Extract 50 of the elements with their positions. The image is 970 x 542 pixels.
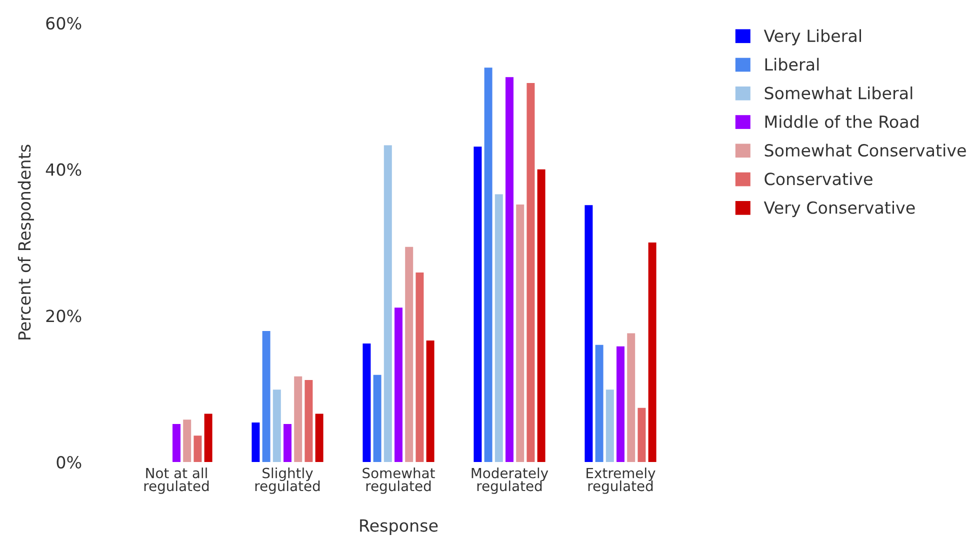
- bar: [194, 436, 202, 462]
- bar: [606, 390, 614, 462]
- x-tick-label: Not at all regulated: [144, 468, 209, 494]
- bar: [416, 272, 424, 462]
- legend-label: Middle of the Road: [765, 115, 918, 128]
- bar: [638, 408, 646, 462]
- bar: [516, 204, 524, 462]
- y-tick-label: 60%: [46, 16, 82, 30]
- bar: [284, 424, 292, 462]
- bar: [537, 169, 546, 462]
- x-axis-title: Response: [360, 519, 438, 536]
- bar: [484, 68, 492, 462]
- bar: [304, 380, 313, 462]
- bar: [595, 344, 604, 462]
- legend-label: Somewhat Conservative: [764, 144, 966, 157]
- bar: [384, 145, 392, 462]
- y-tick-label: 0%: [56, 456, 82, 469]
- bar: [294, 376, 302, 462]
- bar: [526, 82, 535, 462]
- bar: [494, 194, 503, 462]
- bar: [172, 424, 180, 462]
- bar: [474, 146, 482, 462]
- bar: [426, 340, 434, 462]
- bar: [584, 205, 593, 462]
- legend-label: Very Liberal: [764, 29, 861, 46]
- bar: [204, 414, 212, 462]
- y-axis-title: Percent of Respondents: [18, 144, 34, 340]
- bar: [252, 422, 260, 462]
- legend-label: Liberal: [765, 58, 819, 71]
- legend-label: Somewhat Liberal: [764, 86, 912, 100]
- x-tick-label: Moderately regulated: [472, 468, 548, 494]
- bar: [262, 331, 270, 462]
- bar: [373, 374, 382, 462]
- y-tick-label: 40%: [46, 163, 82, 176]
- y-tick-label: 20%: [46, 310, 82, 322]
- bar: [627, 333, 636, 462]
- bar: [394, 308, 402, 462]
- legend-label: Conservative: [764, 172, 872, 186]
- bar: [362, 343, 371, 462]
- bar: [315, 414, 324, 462]
- bar: [648, 242, 656, 462]
- legend-label: Very Conservative: [764, 201, 915, 218]
- bar: [272, 390, 281, 462]
- x-tick-label: Somewhat regulated: [362, 468, 435, 494]
- bar: [405, 246, 414, 462]
- x-tick-label: Slightly regulated: [255, 468, 320, 494]
- bar: [506, 77, 514, 462]
- x-tick-label: Extremely regulated: [586, 468, 656, 494]
- bar: [616, 346, 624, 462]
- bar: [183, 420, 192, 462]
